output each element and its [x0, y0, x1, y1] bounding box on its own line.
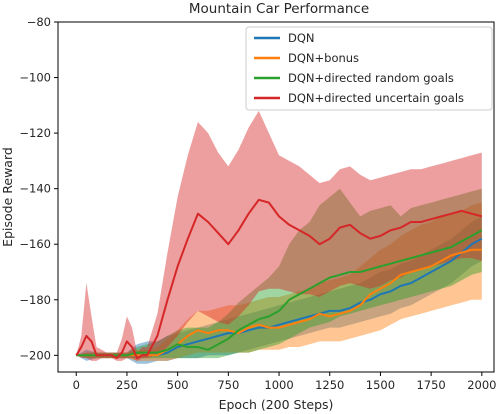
- x-tick-label: 2000: [467, 378, 496, 392]
- x-tick-label: 0: [73, 378, 80, 392]
- band-dqn-directed-uncertain-goals: [76, 110, 482, 361]
- legend-label-dqn-directed-random-goals: DQN+directed random goals: [288, 71, 454, 85]
- x-tick-label: 1500: [366, 378, 395, 392]
- legend-label-dqn-bonus: DQN+bonus: [288, 51, 359, 65]
- band-dqn: [76, 216, 482, 364]
- y-tick-label: −100: [19, 71, 51, 85]
- x-tick-label: 250: [116, 378, 138, 392]
- y-tick-label: −180: [19, 293, 51, 307]
- legend-box: [245, 26, 493, 111]
- plot-area-frame: [57, 21, 495, 373]
- line-dqn-directed-random-goals: [76, 229, 483, 357]
- confidence-bands: [76, 110, 482, 364]
- y-tick-label: −160: [19, 237, 51, 251]
- y-tick-label: −200: [19, 348, 51, 362]
- x-axis: 0 250 500 750 1000 1250 1500 1750 2000: [73, 372, 496, 392]
- x-tick-label: 1750: [416, 378, 445, 392]
- y-axis-title: Episode Reward: [0, 147, 15, 247]
- line-dqn-directed-uncertain-goals: [75, 198, 483, 360]
- chart-title: Mountain Car Performance: [189, 1, 369, 17]
- legend-label-dqn: DQN: [288, 31, 315, 45]
- x-tick-label: 1000: [264, 378, 293, 392]
- series-lines: [75, 198, 483, 360]
- legend-label-dqn-directed-uncertain-goals: DQN+directed uncertain goals: [288, 91, 464, 105]
- x-tick-label: 1250: [315, 378, 344, 392]
- y-tick-label: −120: [19, 126, 51, 140]
- y-axis: −80 −100 −120 −140 −160 −180 −200: [19, 15, 58, 362]
- x-tick-label: 500: [167, 378, 189, 392]
- band-dqn-bonus: [76, 202, 482, 361]
- x-axis-title: Epoch (200 Steps): [219, 397, 334, 412]
- y-tick-label: −140: [19, 182, 51, 196]
- band-dqn-directed-random-goals: [76, 188, 482, 359]
- legend: DQN DQN+bonus DQN+directed random goals DQN…: [245, 26, 493, 111]
- y-tick-label: −80: [27, 15, 51, 29]
- x-tick-label: 750: [217, 378, 239, 392]
